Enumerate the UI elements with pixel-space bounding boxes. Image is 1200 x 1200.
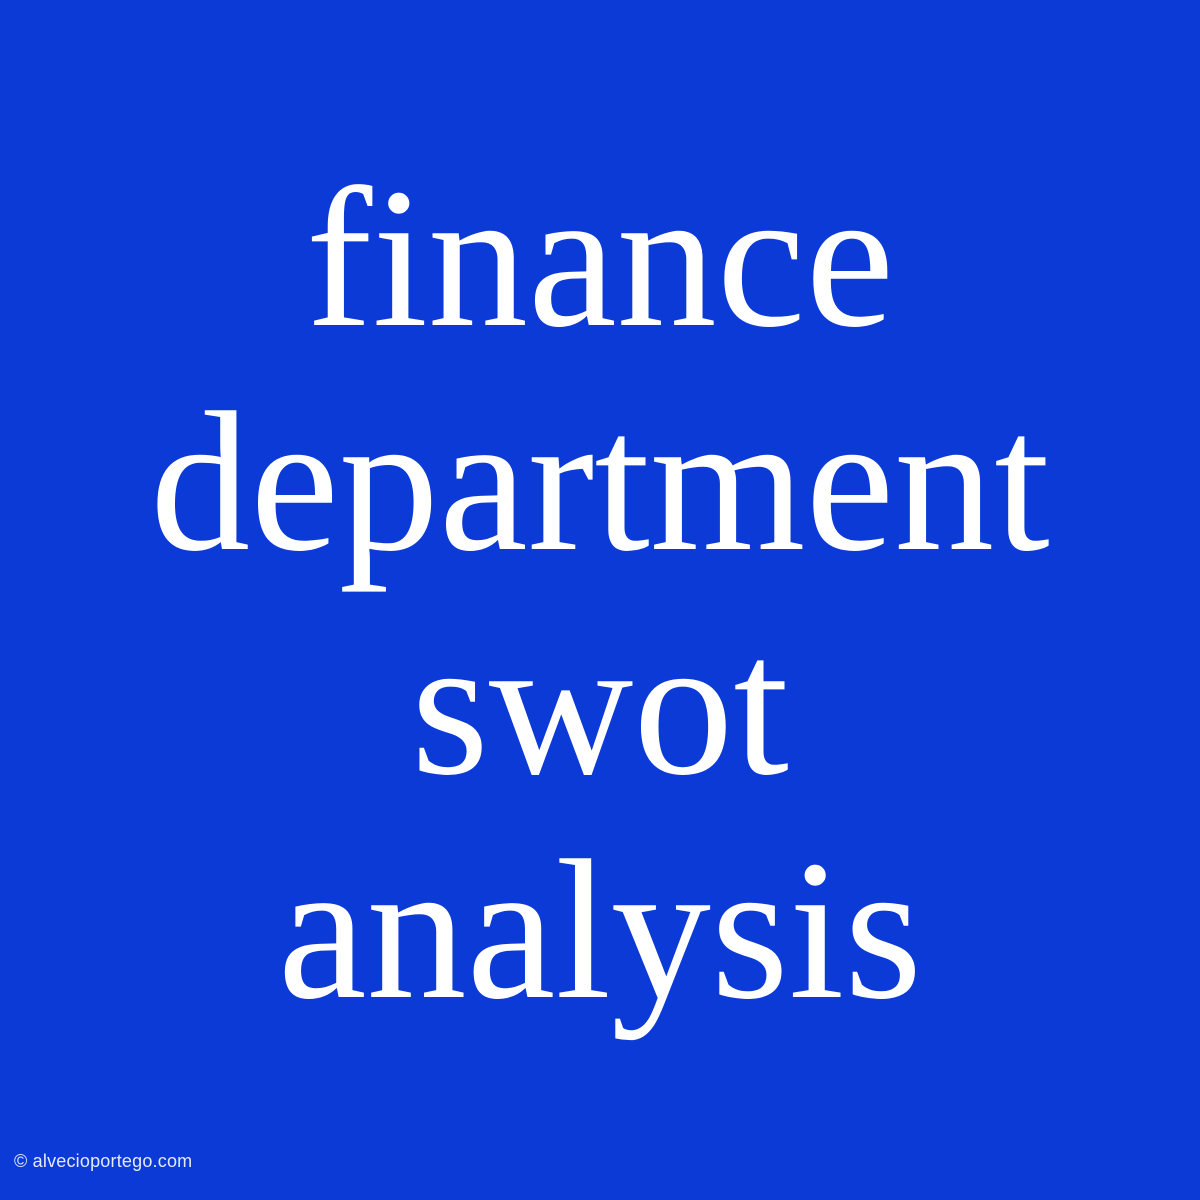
- title-line-1: finance: [150, 147, 1050, 371]
- title-line-4: analysis: [150, 819, 1050, 1043]
- title-line-2: department: [150, 371, 1050, 595]
- title-block: finance department swot analysis: [150, 147, 1050, 1043]
- attribution-text: © alvecioportego.com: [14, 1151, 192, 1172]
- image-canvas: finance department swot analysis © alvec…: [0, 0, 1200, 1200]
- title-line-3: swot: [150, 595, 1050, 819]
